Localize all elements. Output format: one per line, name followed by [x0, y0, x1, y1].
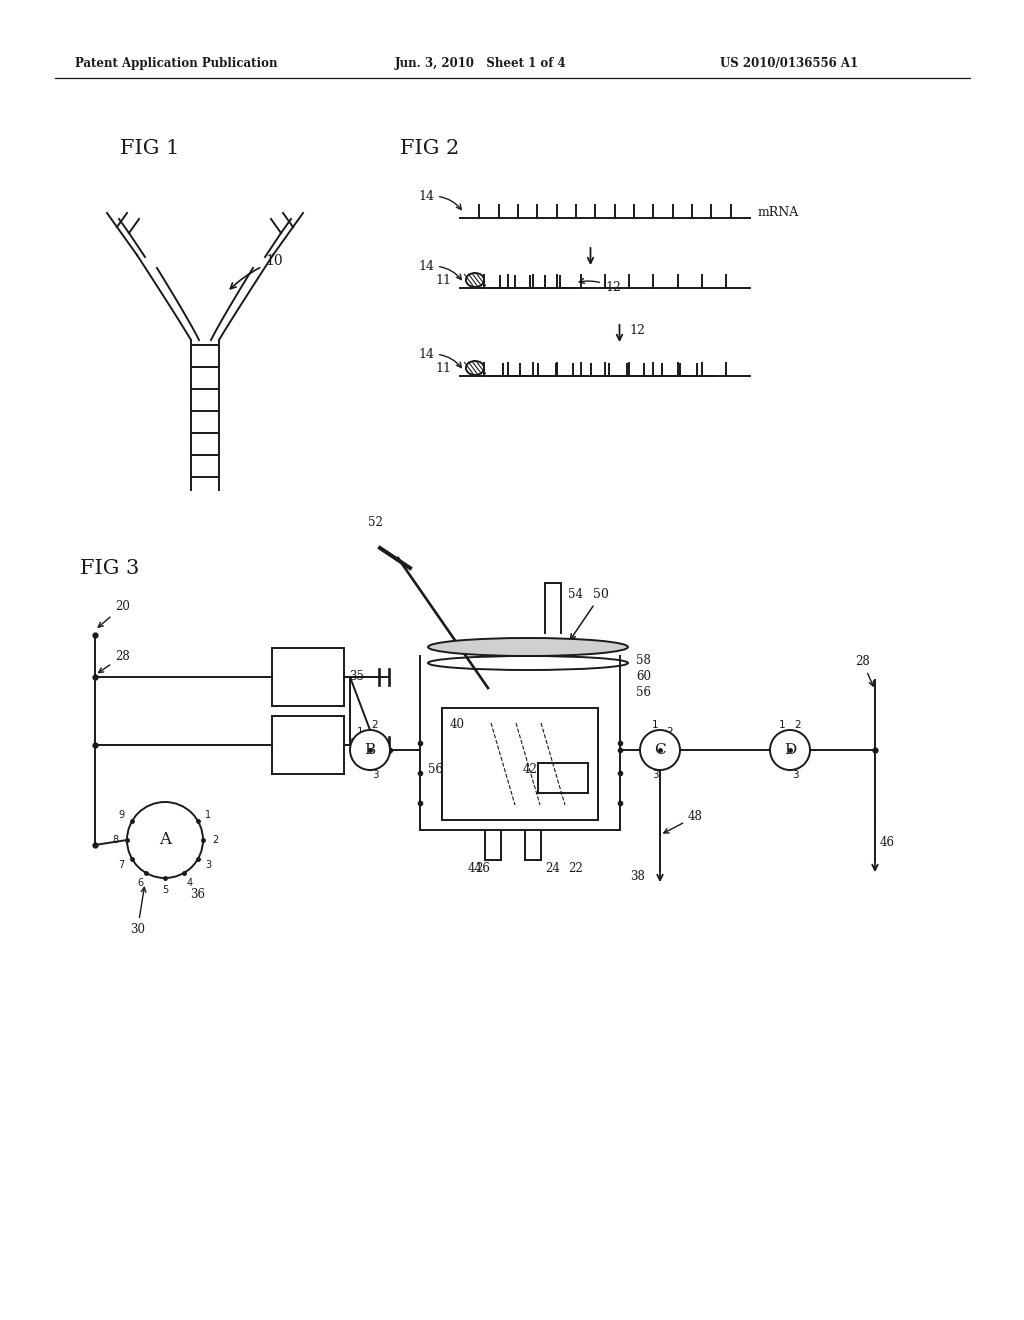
Text: 38: 38	[630, 870, 645, 883]
Text: 3: 3	[651, 770, 658, 780]
Text: Jun. 3, 2010   Sheet 1 of 4: Jun. 3, 2010 Sheet 1 of 4	[395, 57, 566, 70]
Text: D: D	[784, 743, 796, 756]
Text: 42: 42	[523, 763, 538, 776]
Text: US 2010/0136556 A1: US 2010/0136556 A1	[720, 57, 858, 70]
Bar	[272, 715, 344, 774]
Text: B: B	[365, 743, 376, 756]
Text: 14: 14	[418, 190, 462, 210]
Text: 11: 11	[435, 362, 451, 375]
Text: 36: 36	[190, 888, 205, 902]
Text: 1: 1	[778, 719, 785, 730]
Text: 54: 54	[568, 587, 583, 601]
Text: 7: 7	[119, 861, 125, 870]
Text: 2: 2	[372, 719, 378, 730]
Text: 56: 56	[636, 685, 651, 698]
Text: 10: 10	[230, 253, 283, 289]
Text: FIG 3: FIG 3	[80, 558, 139, 578]
Text: 3: 3	[792, 770, 799, 780]
Text: 4: 4	[187, 878, 194, 888]
Text: FIG 2: FIG 2	[400, 139, 459, 157]
Text: 14: 14	[418, 348, 462, 367]
Text: 44: 44	[468, 862, 483, 875]
Text: 3: 3	[372, 770, 378, 780]
Text: 12: 12	[580, 279, 621, 294]
Text: 52: 52	[368, 516, 383, 529]
Text: Patent Application Publication: Patent Application Publication	[75, 57, 278, 70]
Text: 24: 24	[545, 862, 560, 875]
Text: 26: 26	[475, 862, 490, 875]
Text: 50: 50	[570, 587, 609, 639]
Text: 1: 1	[651, 719, 658, 730]
Text: 34: 34	[349, 738, 364, 751]
Text: 5: 5	[162, 884, 168, 895]
Text: 1: 1	[205, 810, 211, 820]
Text: 35: 35	[349, 671, 364, 684]
Ellipse shape	[466, 273, 484, 286]
Text: 30: 30	[130, 887, 145, 936]
Text: FIG 1: FIG 1	[120, 139, 179, 157]
Text: 60: 60	[636, 669, 651, 682]
Text: C: C	[654, 743, 666, 756]
Text: 48: 48	[664, 810, 702, 833]
Text: 9: 9	[119, 810, 125, 820]
Text: 6: 6	[137, 878, 143, 888]
Text: 3: 3	[205, 861, 211, 870]
Text: mRNA: mRNA	[758, 206, 800, 219]
Ellipse shape	[428, 638, 628, 656]
Circle shape	[350, 730, 390, 770]
Text: 2: 2	[667, 727, 674, 737]
Text: 28: 28	[855, 655, 873, 686]
Circle shape	[770, 730, 810, 770]
Circle shape	[127, 803, 203, 878]
Circle shape	[640, 730, 680, 770]
Bar	[272, 648, 344, 706]
Text: 56: 56	[428, 763, 443, 776]
Text: 58: 58	[636, 653, 651, 667]
Text: 8: 8	[112, 836, 118, 845]
Text: 22: 22	[568, 862, 583, 875]
Text: 2: 2	[795, 719, 802, 730]
Text: 12: 12	[630, 323, 645, 337]
Text: 28: 28	[98, 649, 130, 673]
Text: 1: 1	[356, 727, 364, 737]
Ellipse shape	[466, 360, 484, 375]
Text: 2: 2	[212, 836, 218, 845]
Text: 11: 11	[435, 273, 451, 286]
Text: 20: 20	[98, 601, 130, 627]
Text: A: A	[159, 832, 171, 849]
Text: 40: 40	[450, 718, 465, 731]
Text: 14: 14	[418, 260, 462, 280]
Text: 46: 46	[880, 836, 895, 849]
